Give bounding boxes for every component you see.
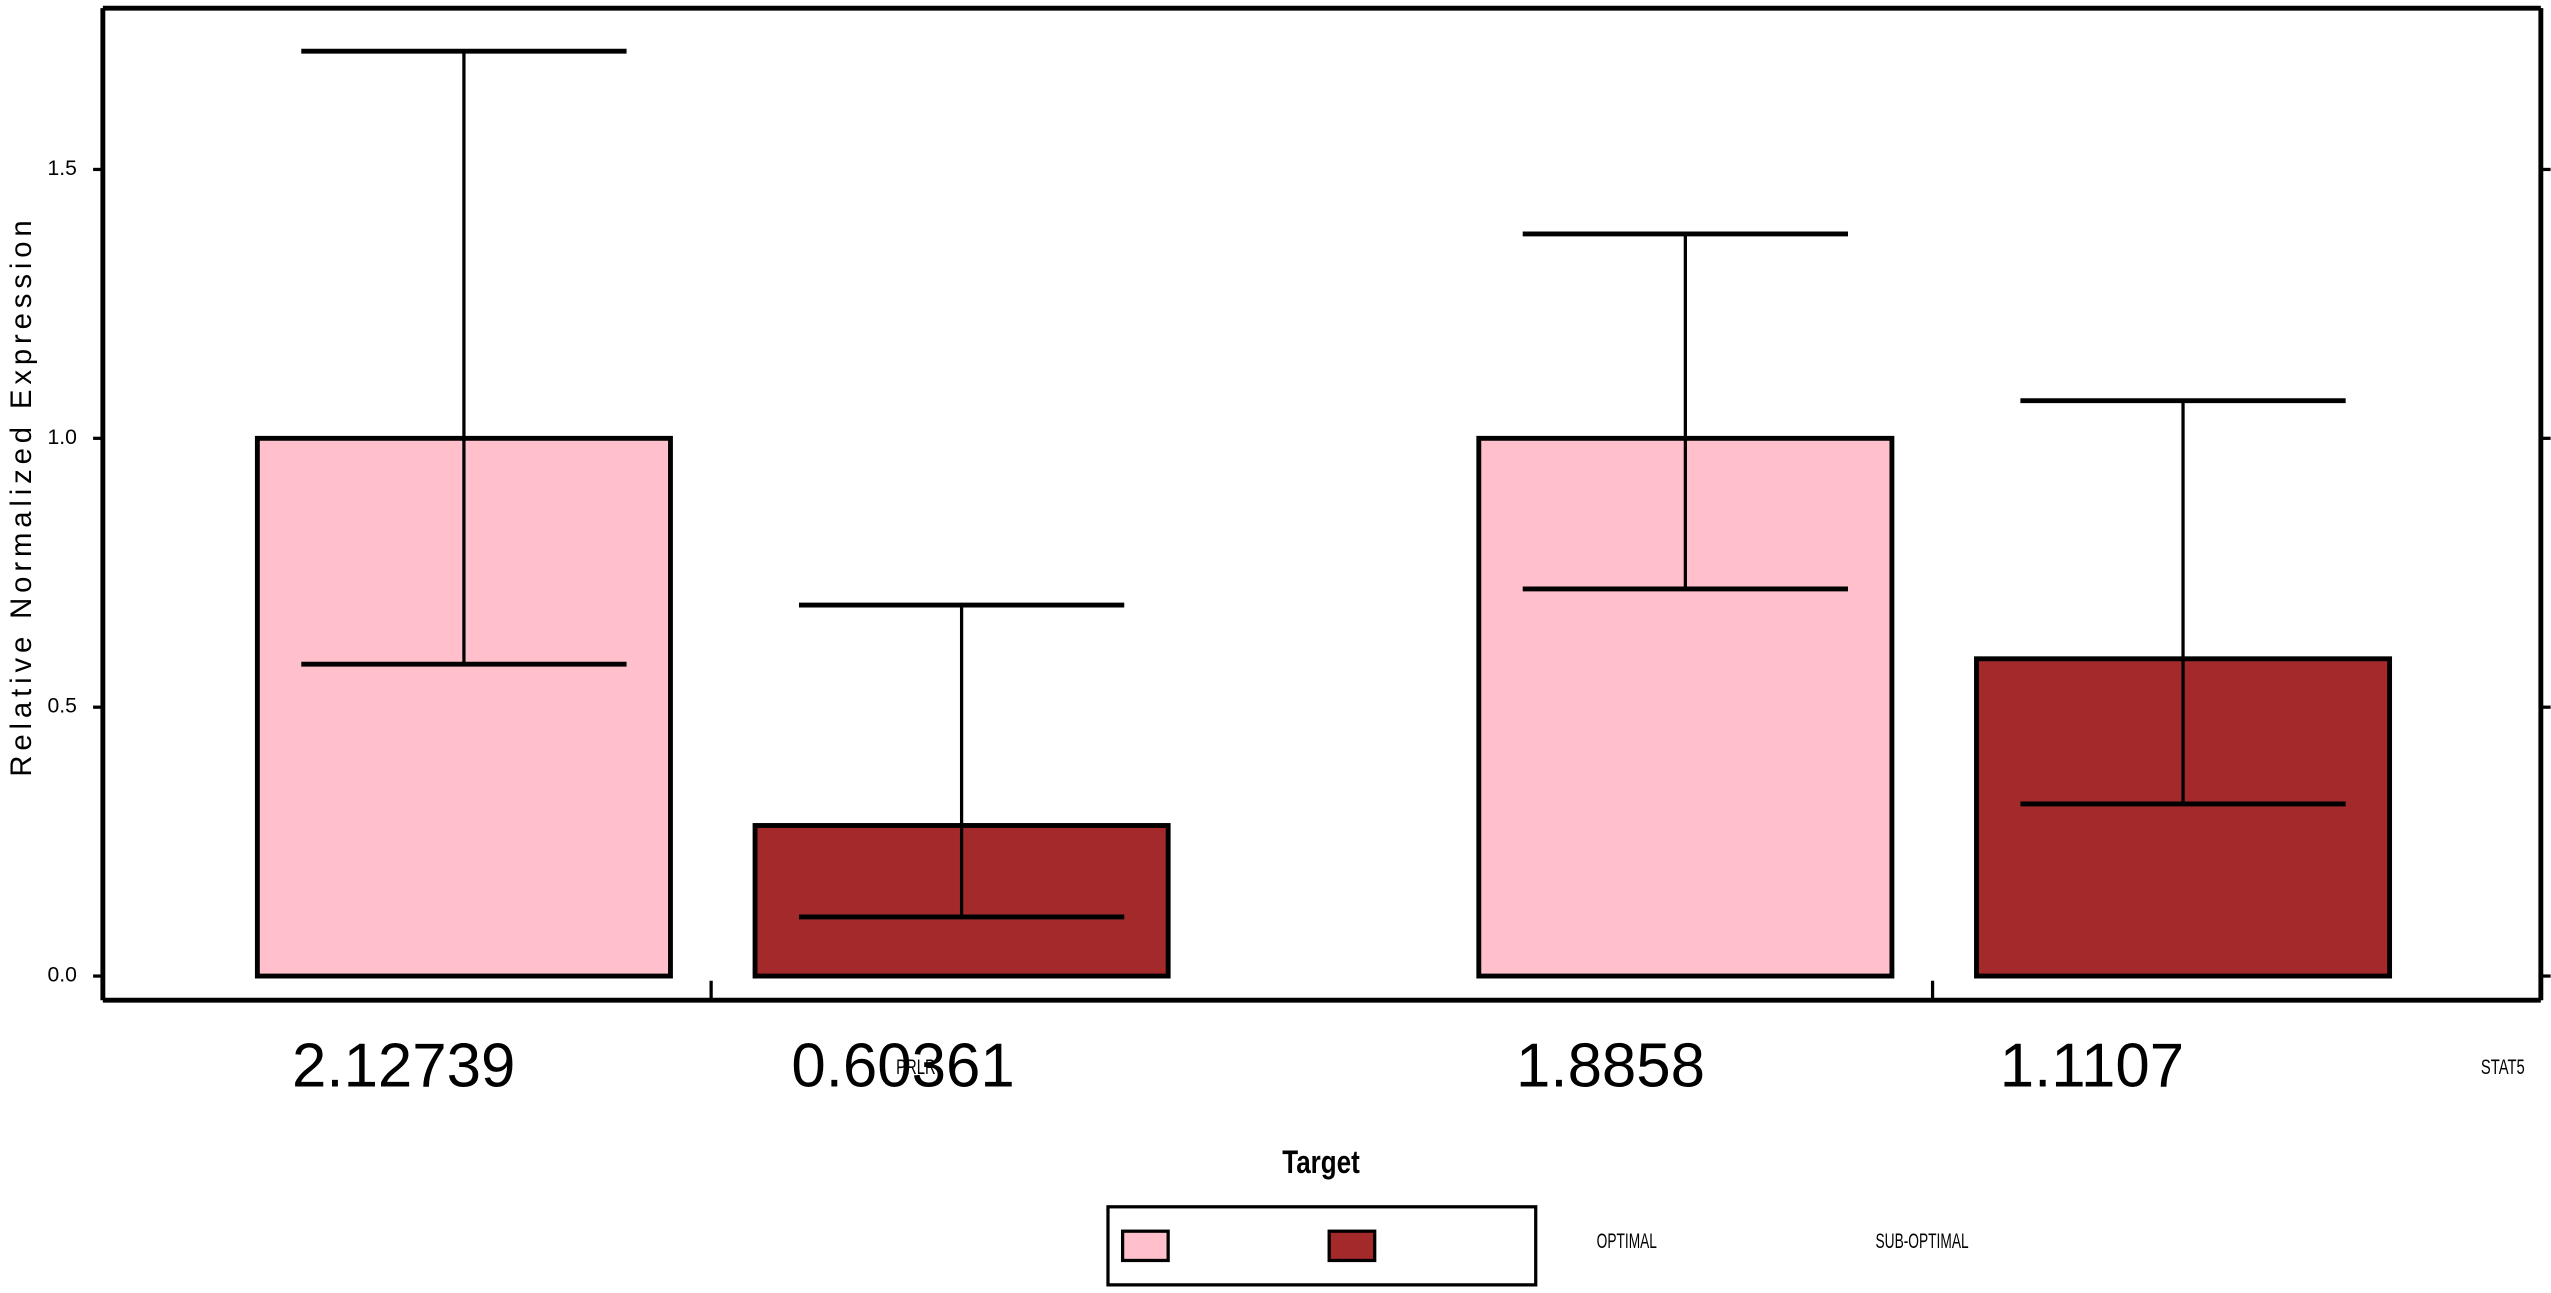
legend-label: SUB-OPTIMAL bbox=[1875, 1229, 1968, 1253]
legend-label: OPTIMAL bbox=[1597, 1229, 1657, 1253]
y-axis-label: Relative Normalized Expression bbox=[6, 215, 38, 776]
legend-box bbox=[1106, 1205, 1538, 1287]
value-annotation: 2.12739 bbox=[292, 1032, 515, 1101]
y-tick-label: 1.0 bbox=[47, 426, 76, 449]
legend-swatch bbox=[1120, 1229, 1170, 1263]
x-tick-label: PRLR bbox=[896, 1054, 935, 1078]
y-tick-label: 0.5 bbox=[47, 695, 76, 718]
x-axis-label: Target bbox=[1282, 1144, 1360, 1180]
y-tick-label: 1.5 bbox=[47, 157, 76, 180]
x-tick-label: STAT5 bbox=[2481, 1054, 2525, 1078]
value-annotation: 1.1107 bbox=[2000, 1032, 2184, 1101]
legend-swatch bbox=[1327, 1229, 1377, 1263]
value-annotation: 1.8858 bbox=[1516, 1032, 1705, 1101]
y-tick-label: 0.0 bbox=[47, 964, 76, 987]
value-annotation: 0.60361 bbox=[791, 1032, 1014, 1101]
